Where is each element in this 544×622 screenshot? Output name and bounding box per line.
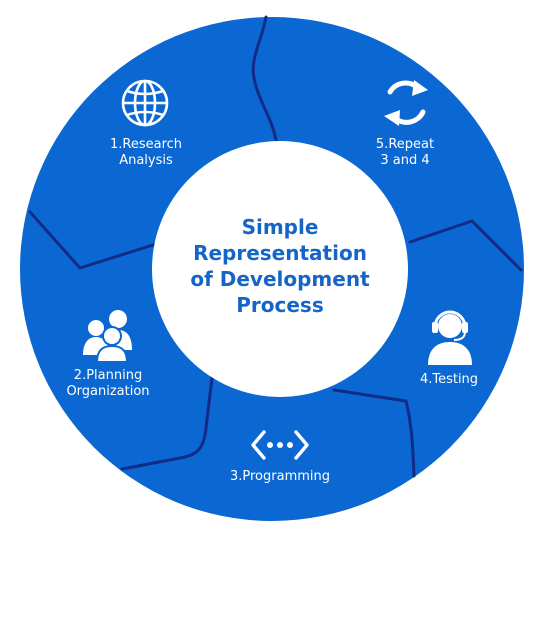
divider-bottom-right: [332, 388, 416, 478]
step-repeat-label: 5.Repeat 3 and 4: [376, 137, 434, 169]
step-planning-line2: Organization: [66, 384, 150, 399]
divider-top: [251, 15, 278, 142]
step-repeat-line2: 3 and 4: [380, 153, 430, 168]
step-testing-line1: 4.Testing: [419, 372, 479, 387]
title-line-3: of Development: [190, 267, 370, 291]
people-icon: [83, 310, 132, 363]
globe-icon: [121, 79, 169, 127]
step-research-line1: 1.Research: [109, 137, 183, 152]
step-planning-line1: 2.Planning: [73, 368, 143, 383]
center-circle: [152, 141, 408, 397]
divider-bottom-left: [120, 376, 214, 471]
step-repeat-line1: 5.Repeat: [375, 137, 435, 152]
step-programming-line1: 3.Programming: [229, 469, 331, 484]
step-research-line2: Analysis: [119, 153, 173, 168]
step-testing-label: 4.Testing: [420, 372, 478, 388]
diagram-title: Simple Representation of Development Pro…: [152, 214, 408, 318]
divider-right: [408, 219, 523, 272]
code-dots-icon: [251, 430, 309, 460]
refresh-arrowheads: [384, 80, 428, 126]
title-line-1: Simple: [241, 215, 319, 239]
title-line-4: Process: [236, 293, 324, 317]
headset-user-icon: [428, 310, 472, 365]
step-planning-label: 2.Planning Organization: [66, 368, 149, 400]
divider-left: [28, 210, 158, 270]
title-line-2: Representation: [193, 241, 367, 265]
step-programming-label: 3.Programming: [230, 469, 330, 485]
step-research-label: 1.Research Analysis: [110, 137, 182, 169]
